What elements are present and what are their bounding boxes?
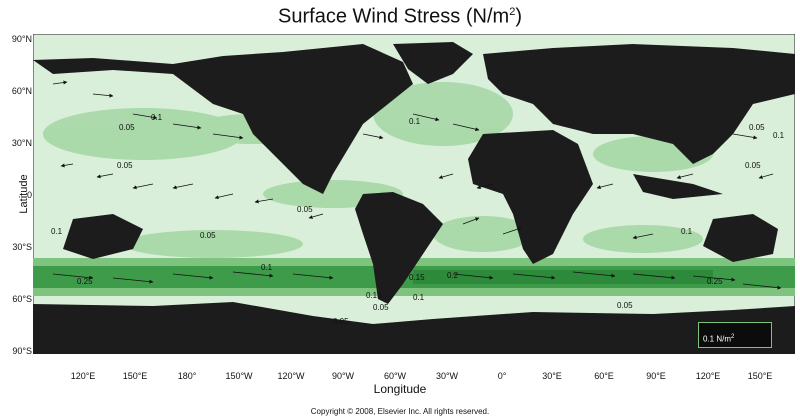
lat-tick: 30°N	[11, 138, 32, 148]
contour-label: 0.25	[77, 277, 93, 286]
contour-label: 0.15	[366, 291, 382, 300]
antarctica	[33, 302, 795, 354]
contour-label: 0.05	[200, 231, 216, 240]
copyright-notice: Copyright © 2008, Elsevier Inc. All righ…	[310, 407, 490, 416]
lon-tick: 90°E	[646, 371, 666, 381]
lon-tick: 120°E	[70, 371, 96, 381]
eurasia	[483, 44, 795, 164]
lon-tick: 120°E	[695, 371, 721, 381]
contour-labels: 0.1 0.05 0.1 0.05 0.05 0.1 0.05 0.05 0.1…	[51, 113, 785, 326]
australia-east	[63, 214, 143, 259]
south-america	[355, 192, 443, 304]
lon-tick: 0°	[497, 371, 507, 381]
lon-tick: 120°W	[277, 371, 305, 381]
lat-tick: 30°S	[12, 242, 32, 252]
lat-tick: 60°S	[12, 294, 32, 304]
australia-west	[703, 214, 778, 262]
contour-label: 0.1	[151, 113, 163, 122]
contour-label: 0.25	[707, 277, 723, 286]
lon-tick: 60°E	[594, 371, 614, 381]
contour-label: 0.1	[773, 131, 785, 140]
contour-label: 0.15	[409, 273, 425, 282]
lon-tick: 60°W	[383, 371, 407, 381]
contour-label: 0.2	[447, 271, 459, 280]
contour-label: 0.05	[745, 161, 761, 170]
lat-tick: 90°N	[11, 34, 32, 44]
lon-tick: 90°W	[331, 371, 355, 381]
lat-tick: 60°N	[11, 86, 32, 96]
lon-tick: 150°E	[122, 371, 148, 381]
lon-tick: 150°E	[747, 371, 773, 381]
contour-label: 0.05	[333, 317, 349, 326]
contour-label: 0.05	[297, 205, 313, 214]
indonesia	[633, 174, 723, 199]
legend-box	[698, 322, 772, 348]
contour-label: 0.1	[413, 293, 425, 302]
lon-tick: 180°	[177, 371, 197, 381]
lon-tick: 30°W	[435, 371, 459, 381]
lon-tick: 150°W	[225, 371, 253, 381]
contour-label: 0.1	[261, 263, 273, 272]
north-america	[33, 44, 413, 194]
africa	[468, 130, 593, 264]
contour-label: 0.05	[117, 161, 133, 170]
contour-label: 0.1	[681, 227, 693, 236]
contour-label: 0.1	[51, 227, 63, 236]
x-axis-label: Longitude	[373, 382, 427, 396]
legend-label: 0.1 N/m2	[703, 334, 735, 344]
lat-tick: 90°S	[12, 346, 32, 356]
lat-tick: 0	[26, 190, 32, 200]
contour-label: 0.05	[119, 123, 135, 132]
landmasses	[33, 42, 795, 354]
chart-title: Surface Wind Stress (N/m2)	[278, 5, 522, 28]
contour-label: 0.05	[617, 301, 633, 310]
lon-tick: 30°E	[542, 371, 562, 381]
greenland	[393, 42, 473, 84]
contour-label: 0.05	[373, 303, 389, 312]
wind-stress-map: 0.1 0.05 0.1 0.05 0.05 0.1 0.05 0.05 0.1…	[33, 34, 795, 354]
contour-label: 0.1	[409, 117, 421, 126]
contour-label: 0.05	[749, 123, 765, 132]
